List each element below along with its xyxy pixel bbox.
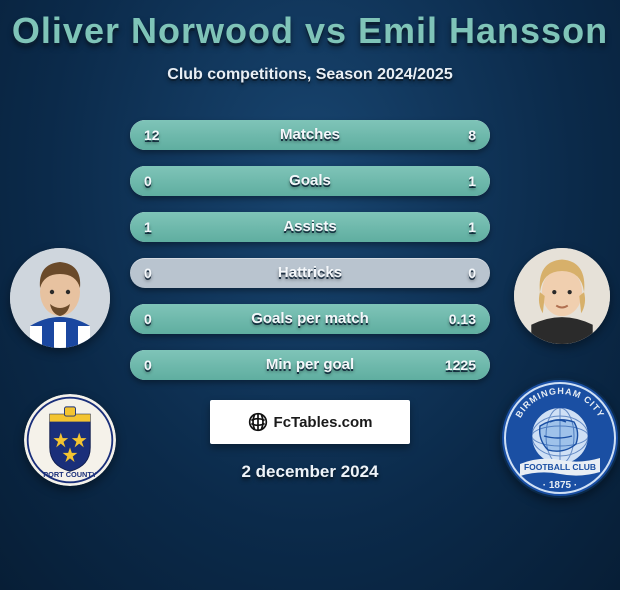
fctables-icon: [248, 412, 268, 432]
stat-row: 00Hattricks: [130, 258, 490, 288]
stat-label: Goals: [130, 166, 490, 196]
club-left-crest: PORT COUNTY: [24, 394, 116, 486]
svg-text:FOOTBALL CLUB: FOOTBALL CLUB: [524, 462, 596, 472]
stat-label: Min per goal: [130, 350, 490, 380]
stat-row: 01225Min per goal: [130, 350, 490, 380]
svg-text:· 1875 ·: · 1875 ·: [543, 480, 577, 491]
page-title: Oliver Norwood vs Emil Hansson: [0, 10, 620, 52]
player-right-portrait: [514, 248, 610, 344]
stats-area: 128Matches 01Goals 11Assists 00Hattricks 00.…: [0, 120, 620, 380]
stat-row: 11Assists: [130, 212, 490, 242]
stat-label: Assists: [130, 212, 490, 242]
stat-label: Goals per match: [130, 304, 490, 334]
source-badge: FcTables.com: [210, 400, 410, 444]
player-left-portrait: [10, 248, 110, 348]
stat-label: Matches: [130, 120, 490, 150]
source-badge-text: FcTables.com: [274, 414, 373, 431]
stat-row: 01Goals: [130, 166, 490, 196]
stat-row: 00.13Goals per match: [130, 304, 490, 334]
stat-label: Hattricks: [130, 258, 490, 288]
club-right-crest: BIRMINGHAM CITY FOOTBALL CLUB · 1875 ·: [500, 378, 620, 498]
stat-row: 128Matches: [130, 120, 490, 150]
subtitle: Club competitions, Season 2024/2025: [0, 66, 620, 84]
